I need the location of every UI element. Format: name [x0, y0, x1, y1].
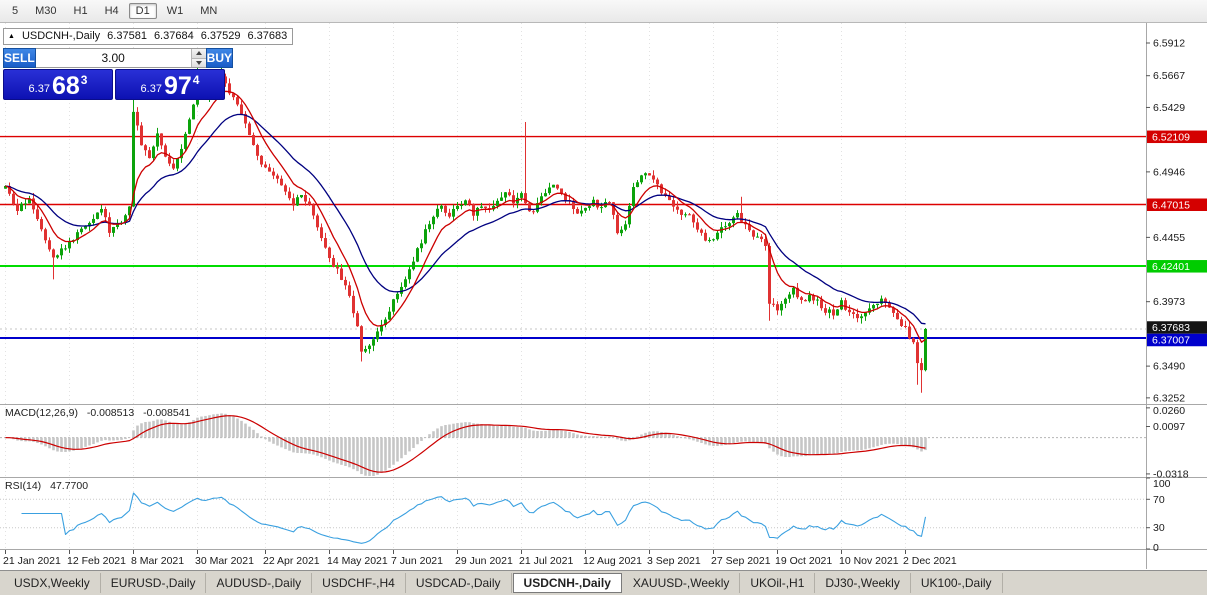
info-high: 6.37684	[153, 30, 194, 42]
price-chart-canvas[interactable]: 6.5912 6.5667 6.5429 6.4946 6.4455 6.3973 6.34…	[0, 23, 1207, 570]
svg-text:6.5912: 6.5912	[1153, 38, 1185, 50]
tab-uk100-daily[interactable]: UK100-,Daily	[911, 573, 1003, 593]
svg-text:6.3252: 6.3252	[1153, 392, 1185, 404]
svg-text:6.3973: 6.3973	[1153, 296, 1185, 308]
svg-text:0.0260: 0.0260	[1153, 405, 1185, 417]
rsi-indicator-label: RSI(14) 47.7700	[5, 480, 94, 492]
spinner-up-icon	[195, 51, 202, 56]
bid-price-big: 68	[51, 72, 80, 100]
tab-dj30-weekly[interactable]: DJ30-,Weekly	[815, 573, 911, 593]
volume-spinner	[190, 49, 206, 67]
tab-audusd-daily[interactable]: AUDUSD-,Daily	[206, 573, 313, 593]
macd-signal-line	[5, 415, 926, 473]
svg-text:6.42401: 6.42401	[1152, 261, 1190, 273]
svg-text:6.5667: 6.5667	[1153, 70, 1185, 82]
horizontal-level-lines[interactable]	[0, 135, 1146, 340]
macd-histogram	[8, 413, 927, 476]
svg-text:2 Dec 2021: 2 Dec 2021	[903, 555, 957, 567]
timeframe-w1-button[interactable]: W1	[166, 5, 184, 17]
rsi-value: 47.7700	[50, 480, 89, 492]
svg-text:19 Oct 2021: 19 Oct 2021	[775, 555, 832, 567]
buy-button[interactable]: BUY	[205, 48, 234, 68]
macd-name: MACD(12,26,9)	[5, 407, 78, 419]
symbol-marker-icon: ▲	[8, 32, 15, 40]
ask-price-big: 97	[163, 72, 192, 100]
timeframe-5-button[interactable]: 5	[12, 5, 19, 17]
info-open: 6.37581	[107, 30, 147, 42]
svg-text:6.47015: 6.47015	[1152, 199, 1190, 211]
timeframe-h1-button[interactable]: H1	[73, 5, 88, 17]
svg-text:14 May 2021: 14 May 2021	[327, 555, 388, 567]
info-close: 6.37683	[247, 30, 288, 42]
candlestick-series	[4, 59, 927, 393]
bid-price-prefix: 6.37	[28, 83, 50, 95]
ohlc-info-line: ▲ USDCNH-,Daily 6.37581 6.37684 6.37529 …	[3, 28, 294, 45]
svg-text:-0.0318: -0.0318	[1153, 468, 1189, 480]
svg-text:100: 100	[1153, 478, 1171, 490]
tab-usdcnh-daily[interactable]: USDCNH-,Daily	[512, 573, 622, 593]
timeframe-d1-button[interactable]: D1	[128, 3, 157, 19]
info-symbol: USDCNH-,Daily	[21, 30, 101, 42]
tab-eurusd-daily[interactable]: EURUSD-,Daily	[101, 573, 207, 593]
chart-tab-bar: USDX,Weekly EURUSD-,Daily AUDUSD-,Daily …	[0, 570, 1207, 595]
svg-text:30: 30	[1153, 522, 1165, 534]
macd-value-2: -0.008541	[143, 407, 191, 419]
svg-text:0: 0	[1153, 542, 1159, 554]
rsi-name: RSI(14)	[5, 480, 42, 492]
svg-text:7 Jun 2021: 7 Jun 2021	[391, 555, 443, 567]
ma-fast-line	[5, 90, 926, 343]
bid-price-panel[interactable]: 6.37 68 3	[3, 69, 113, 100]
sell-button[interactable]: SELL	[3, 48, 36, 68]
svg-text:29 Jun 2021: 29 Jun 2021	[455, 555, 513, 567]
volume-increase-button[interactable]	[191, 49, 206, 58]
bid-price-sup: 3	[80, 73, 88, 87]
svg-text:6.3490: 6.3490	[1153, 361, 1185, 373]
svg-text:6.52109: 6.52109	[1152, 132, 1190, 144]
rsi-line	[21, 492, 927, 544]
svg-text:6.5429: 6.5429	[1153, 102, 1185, 114]
macd-value-1: -0.008513	[86, 407, 135, 419]
svg-text:8 Mar 2021: 8 Mar 2021	[131, 555, 184, 567]
info-low: 6.37529	[200, 30, 241, 42]
macd-indicator-label: MACD(12,26,9) -0.008513 -0.008541	[5, 407, 196, 419]
tab-usdchf-h4[interactable]: USDCHF-,H4	[312, 573, 406, 593]
svg-text:70: 70	[1153, 494, 1165, 506]
tab-ukoil-h1[interactable]: UKOil-,H1	[740, 573, 816, 593]
timeframe-h4-button[interactable]: H4	[104, 5, 119, 17]
one-click-trading-widget: SELL BUY 6.37 68 3 6.37	[3, 48, 234, 100]
svg-text:3 Sep 2021: 3 Sep 2021	[647, 555, 701, 567]
tab-usdx-weekly[interactable]: USDX,Weekly	[4, 573, 101, 593]
timeframe-toolbar: 5 M30 H1 H4 D1 W1 MN	[0, 0, 1207, 23]
svg-text:21 Jan 2021: 21 Jan 2021	[3, 555, 61, 567]
svg-text:10 Nov 2021: 10 Nov 2021	[839, 555, 899, 567]
ask-price-prefix: 6.37	[140, 83, 162, 95]
tab-usdcad-daily[interactable]: USDCAD-,Daily	[406, 573, 512, 593]
svg-text:0.0097: 0.0097	[1153, 421, 1185, 433]
svg-text:6.4946: 6.4946	[1153, 166, 1185, 178]
svg-text:22 Apr 2021: 22 Apr 2021	[263, 555, 320, 567]
svg-text:12 Aug 2021: 12 Aug 2021	[583, 555, 642, 567]
ask-price-sup: 4	[192, 73, 200, 87]
svg-text:27 Sep 2021: 27 Sep 2021	[711, 555, 771, 567]
chart-area[interactable]: 6.5912 6.5667 6.5429 6.4946 6.4455 6.3973 6.34…	[0, 23, 1207, 570]
svg-text:6.4455: 6.4455	[1153, 232, 1185, 244]
ma-slow-line	[5, 113, 926, 325]
timeframe-mn-button[interactable]: MN	[200, 5, 218, 17]
svg-text:21 Jul 2021: 21 Jul 2021	[519, 555, 573, 567]
timeframe-m30-button[interactable]: M30	[35, 5, 57, 17]
time-axis[interactable]: 21 Jan 2021 12 Feb 2021 8 Mar 2021 30 Mar 2…	[3, 550, 957, 567]
svg-text:6.37007: 6.37007	[1152, 335, 1190, 347]
ask-price-panel[interactable]: 6.37 97 4	[115, 69, 225, 100]
price-axis[interactable]: 6.5912 6.5667 6.5429 6.4946 6.4455 6.3973 6.34…	[1146, 38, 1185, 405]
tab-xauusd-weekly[interactable]: XAUUSD-,Weekly	[623, 573, 741, 593]
svg-text:30 Mar 2021: 30 Mar 2021	[195, 555, 254, 567]
svg-text:12 Feb 2021: 12 Feb 2021	[67, 555, 126, 567]
svg-text:6.37683: 6.37683	[1152, 322, 1190, 334]
volume-decrease-button[interactable]	[191, 57, 206, 67]
volume-input[interactable]	[35, 49, 191, 67]
spinner-down-icon	[195, 60, 202, 65]
volume-field[interactable]	[35, 48, 206, 68]
